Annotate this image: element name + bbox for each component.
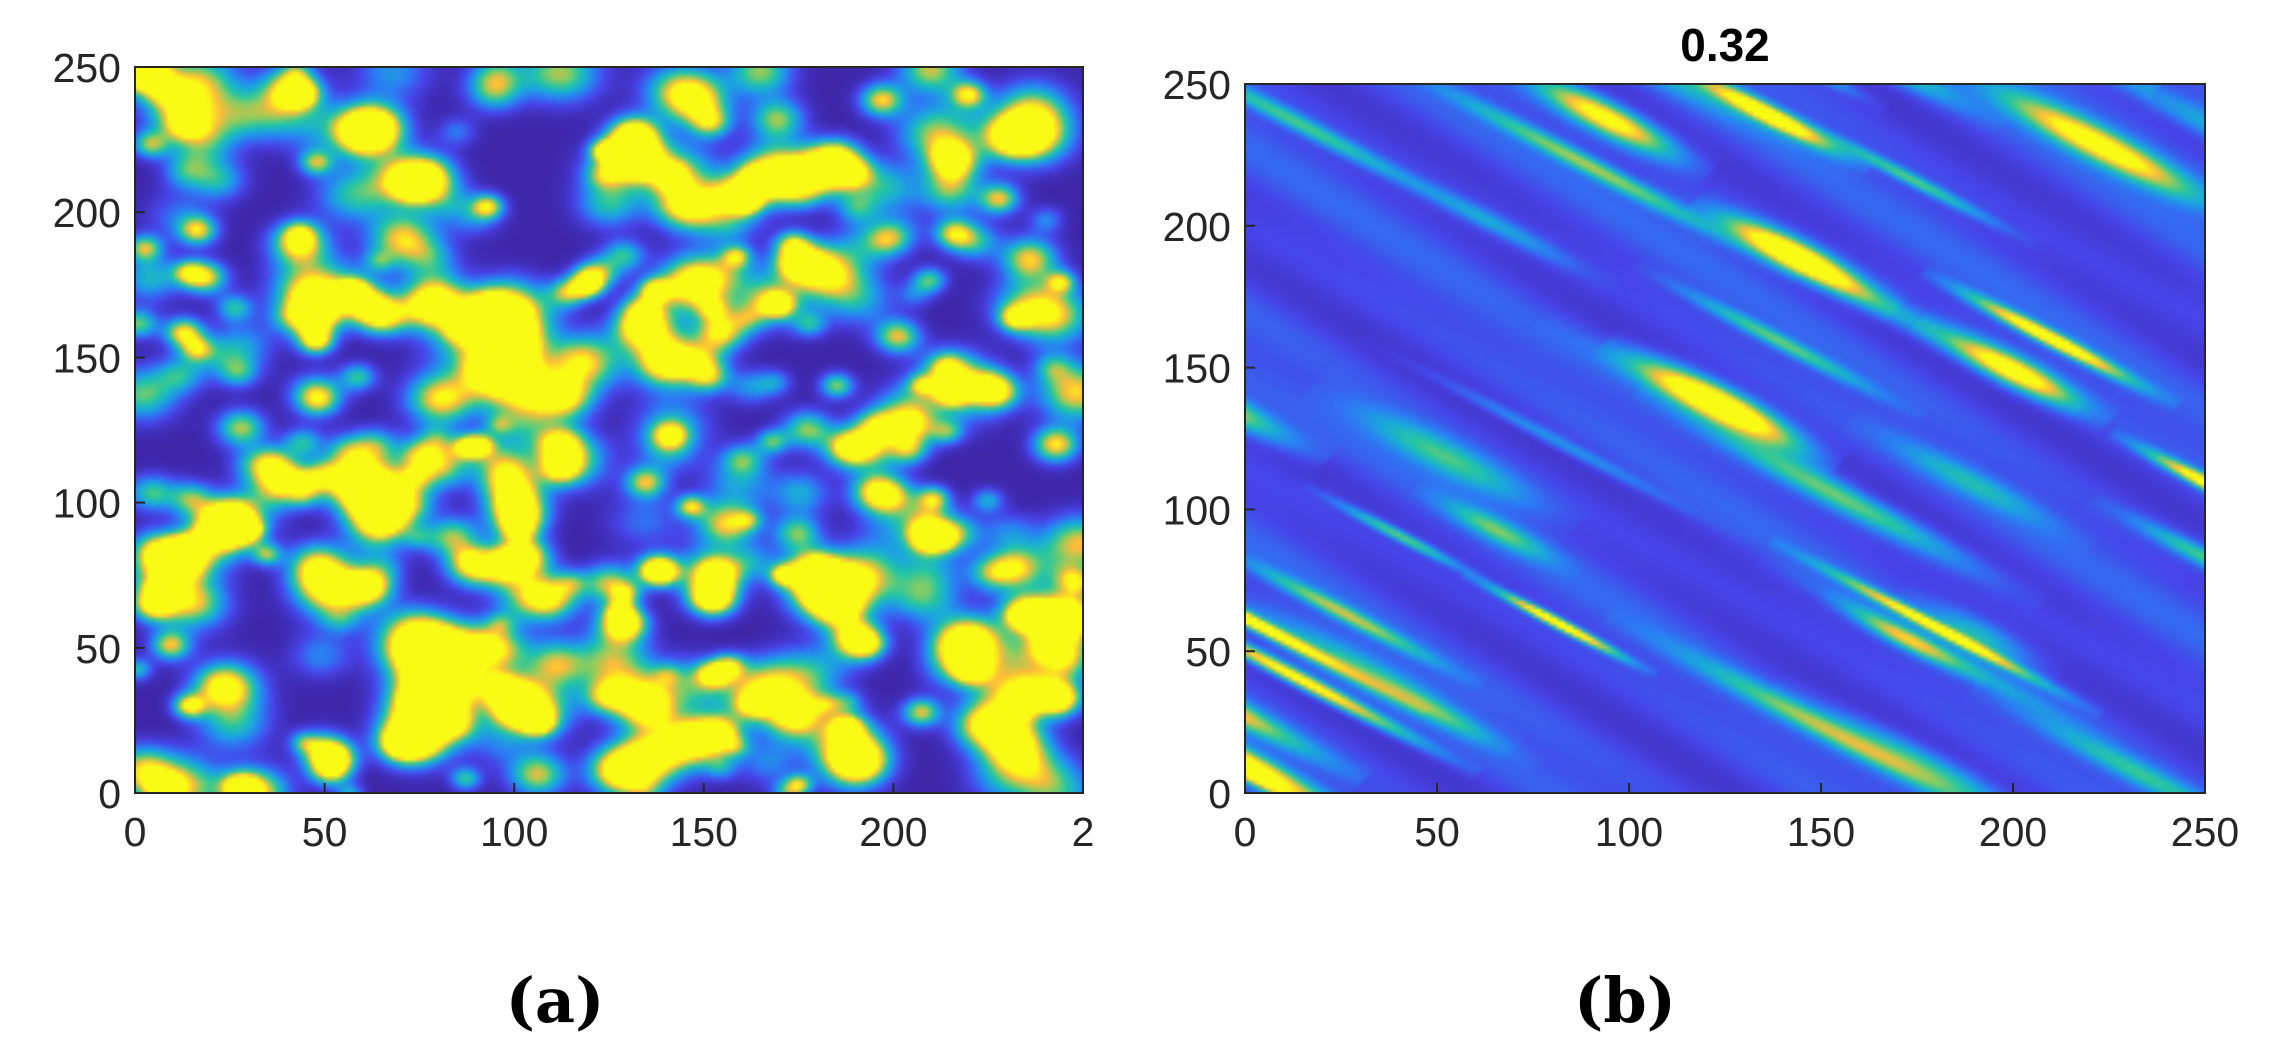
y-tick-label: 200 — [53, 190, 121, 236]
x-tick-label: 0 — [124, 809, 147, 855]
axes-box-b — [1244, 83, 2206, 794]
caption-a: (a) — [506, 964, 605, 1037]
y-tick-label: 200 — [1163, 204, 1231, 250]
x-tick-label: 150 — [670, 809, 738, 855]
panel-b: 0.32 0 50 100 150 200 250 0 50 100 150 200 250 (b) — [1163, 19, 2240, 1037]
y-tick-label: 250 — [1163, 62, 1231, 108]
x-tick-label: 50 — [1414, 809, 1460, 855]
x-tick-label: 100 — [480, 809, 548, 855]
x-tick-label: 200 — [859, 809, 927, 855]
x-tick-label: 150 — [1787, 809, 1855, 855]
y-tick-label: 50 — [75, 626, 121, 672]
x-tick-label: 0 — [1234, 809, 1257, 855]
x-ticks-b: 0 50 100 150 200 250 — [1234, 783, 2239, 855]
y-ticks-a: 0 50 100 150 200 250 — [53, 45, 145, 817]
axes-box-a — [134, 66, 1084, 794]
x-tick-label: 50 — [302, 809, 348, 855]
x-tick-label: 100 — [1595, 809, 1663, 855]
y-tick-label: 100 — [53, 481, 121, 527]
y-tick-label: 150 — [53, 335, 121, 381]
heatmap-a-image — [135, 67, 1083, 793]
chart-title-b: 0.32 — [1680, 19, 1770, 71]
heatmap-b-image — [1245, 84, 2205, 793]
y-tick-label: 250 — [53, 45, 121, 91]
caption-b: (b) — [1574, 964, 1676, 1037]
y-tick-label: 0 — [98, 771, 121, 817]
y-tick-label: 100 — [1163, 487, 1231, 533]
x-tick-label: 250 — [2171, 809, 2239, 855]
x-tick-label: 200 — [1979, 809, 2047, 855]
y-tick-label: 150 — [1163, 346, 1231, 392]
y-tick-label: 0 — [1208, 771, 1231, 817]
panel-a: 0 50 100 150 200 2 0 50 100 150 200 250 (a) — [53, 45, 1095, 1037]
x-ticks-a: 0 50 100 150 200 2 — [124, 783, 1095, 855]
y-ticks-b: 0 50 100 150 200 250 — [1163, 62, 1255, 817]
y-tick-label: 50 — [1185, 629, 1231, 675]
x-tick-label: 2 — [1072, 809, 1095, 855]
